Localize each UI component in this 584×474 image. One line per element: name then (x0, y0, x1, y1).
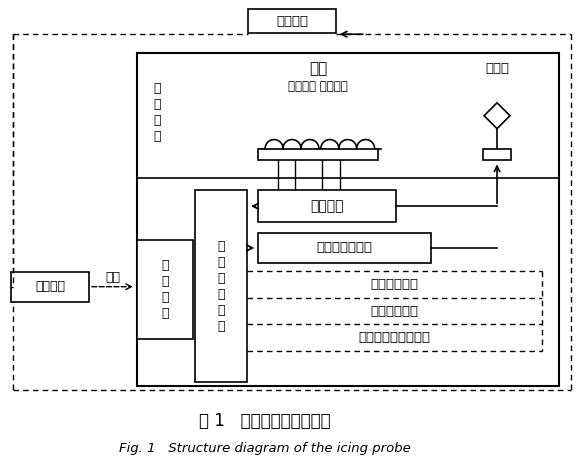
Text: 驱动线圈 反馈线圈: 驱动线圈 反馈线圈 (288, 81, 347, 93)
Bar (483, 148, 511, 161)
Bar (248, 9, 336, 33)
Bar (137, 240, 193, 339)
Text: 外围设备: 外围设备 (35, 280, 65, 293)
Text: 加热器: 加热器 (485, 63, 509, 75)
Text: 解
算
单
元: 解 算 单 元 (161, 259, 169, 320)
Text: 图 1   结冰探测器结构框图: 图 1 结冰探测器结构框图 (199, 412, 331, 430)
Text: Fig. 1   Structure diagram of the icing probe: Fig. 1 Structure diagram of the icing pr… (119, 442, 411, 455)
Bar (137, 53, 559, 386)
Text: 外围设备: 外围设备 (276, 15, 308, 28)
Text: 信
号
处
理
部
件: 信 号 处 理 部 件 (218, 240, 225, 333)
Text: 振荡系统: 振荡系统 (310, 199, 343, 213)
Text: 结冰探测器故障信号: 结冰探测器故障信号 (359, 331, 430, 345)
Text: 加热器控制电路: 加热器控制电路 (317, 241, 373, 255)
Bar (196, 190, 247, 382)
Text: 敏
感
单
元: 敏 感 单 元 (153, 82, 161, 143)
Bar (258, 190, 395, 222)
Text: 探头: 探头 (309, 62, 327, 76)
Bar (11, 272, 89, 301)
Text: 供电: 供电 (105, 271, 120, 284)
Text: 结冰告警信号: 结冰告警信号 (370, 278, 419, 291)
Text: 结冰速率信号: 结冰速率信号 (370, 305, 419, 318)
Bar (258, 148, 378, 161)
Bar (258, 233, 432, 263)
